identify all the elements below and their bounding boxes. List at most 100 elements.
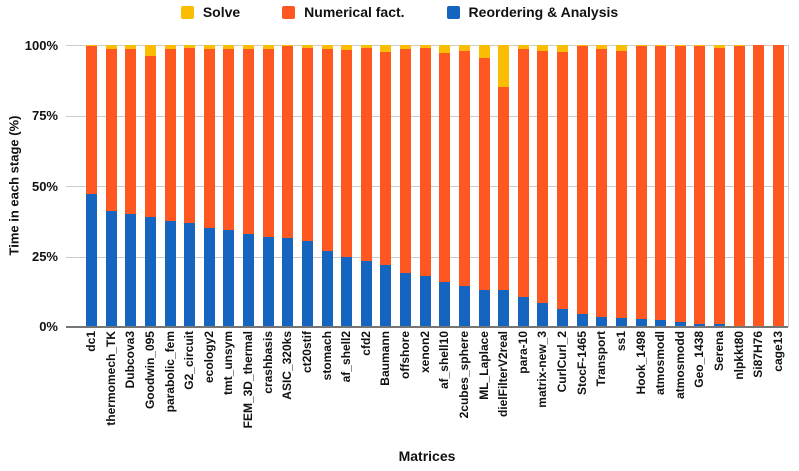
bar-segment-reordering-para-10[interactable] [517, 297, 529, 327]
bar-segment-solve-FEM_3D_thermal[interactable] [243, 45, 254, 49]
bar-segment-numerical-Baumann[interactable] [380, 51, 392, 265]
bar-segment-reordering-crashbasis[interactable] [262, 236, 274, 327]
bar-segment-numerical-cage13[interactable] [772, 45, 784, 327]
bar-segment-solve-Geo_1438[interactable] [694, 45, 706, 47]
bar-segment-reordering-ct20stif[interactable] [301, 241, 313, 327]
bar-segment-solve-para-10[interactable] [517, 45, 529, 50]
bar-segment-solve-Dubcova3[interactable] [125, 45, 137, 50]
bar-segment-reordering-StocF-1465[interactable] [576, 314, 588, 327]
bar-segment-numerical-af_shell10[interactable] [439, 53, 451, 282]
bar-segment-reordering-CurlCurl_2[interactable] [557, 308, 568, 327]
bar-segment-solve-cfd2[interactable] [360, 45, 372, 49]
bar-segment-solve-Goodwin_095[interactable] [144, 45, 156, 57]
bar-segment-numerical-Transport[interactable] [596, 48, 608, 317]
bar-segment-solve-af_shell10[interactable] [439, 45, 451, 54]
bar-segment-numerical-StocF-1465[interactable] [576, 46, 588, 315]
bar-segment-numerical-dielFilterV2real[interactable] [498, 87, 510, 291]
bar-segment-reordering-ASIC_320ks[interactable] [282, 238, 294, 327]
bar-segment-reordering-af_shell2[interactable] [341, 256, 353, 327]
bar-segment-reordering-stomach[interactable] [321, 250, 333, 327]
bar-segment-numerical-atmosmodl[interactable] [655, 46, 667, 321]
bar-segment-solve-ML_Laplace[interactable] [478, 45, 490, 58]
bar-segment-solve-Baumann[interactable] [380, 45, 392, 52]
bar-segment-reordering-cfd2[interactable] [360, 260, 372, 327]
bar-segment-numerical-af_shell2[interactable] [341, 50, 353, 257]
bar-segment-reordering-Hook_1498[interactable] [635, 319, 647, 327]
bar-segment-reordering-ss1[interactable] [615, 318, 627, 327]
bar-segment-numerical-ss1[interactable] [615, 50, 627, 319]
bar-segment-reordering-Dubcova3[interactable] [125, 214, 137, 327]
bar-segment-reordering-Transport[interactable] [596, 316, 608, 327]
bar-segment-solve-dc1[interactable] [86, 45, 97, 46]
bar-segment-solve-ct20stif[interactable] [301, 45, 313, 49]
bar-segment-reordering-G2_circuit[interactable] [184, 222, 196, 327]
bar-segment-numerical-offshore[interactable] [400, 48, 411, 274]
bar-segment-numerical-FEM_3D_thermal[interactable] [243, 48, 254, 234]
bar-segment-reordering-af_shell10[interactable] [439, 281, 451, 327]
bar-segment-solve-dielFilterV2real[interactable] [498, 45, 510, 88]
bar-segment-reordering-2cubes_sphere[interactable] [458, 286, 470, 327]
bar-segment-solve-parabolic_fem[interactable] [164, 45, 176, 50]
bar-segment-numerical-ecology2[interactable] [203, 49, 215, 229]
bar-segment-numerical-CurlCurl_2[interactable] [557, 51, 568, 309]
bar-segment-numerical-nlpkkt80[interactable] [733, 45, 745, 326]
bar-segment-reordering-atmosmodl[interactable] [655, 320, 667, 327]
bar-segment-reordering-Serena[interactable] [714, 324, 725, 327]
bar-segment-numerical-tmt_unsym[interactable] [223, 49, 235, 230]
bar-segment-reordering-matrix-new_3[interactable] [537, 303, 549, 327]
bar-segment-solve-atmosmodd[interactable] [674, 45, 686, 46]
bar-segment-reordering-atmosmodd[interactable] [674, 322, 686, 327]
bar-segment-reordering-thermomech_TK[interactable] [105, 211, 117, 327]
bar-segment-numerical-para-10[interactable] [517, 49, 529, 298]
bar-segment-numerical-Hook_1498[interactable] [635, 45, 647, 320]
bar-segment-solve-ecology2[interactable] [203, 45, 215, 50]
bar-segment-solve-G2_circuit[interactable] [184, 45, 196, 49]
bar-segment-solve-af_shell2[interactable] [341, 45, 353, 51]
bar-segment-solve-ASIC_320ks[interactable] [282, 45, 294, 46]
bar-segment-solve-offshore[interactable] [400, 45, 411, 49]
bar-segment-solve-2cubes_sphere[interactable] [458, 45, 470, 51]
bar-segment-reordering-parabolic_fem[interactable] [164, 221, 176, 327]
bar-segment-numerical-Serena[interactable] [714, 48, 725, 325]
bar-segment-numerical-ct20stif[interactable] [301, 48, 313, 241]
bar-segment-numerical-Dubcova3[interactable] [125, 49, 137, 215]
bar-segment-numerical-ML_Laplace[interactable] [478, 57, 490, 291]
bar-segment-reordering-Geo_1438[interactable] [694, 323, 706, 327]
bar-segment-solve-xenon2[interactable] [419, 45, 431, 49]
bar-segment-solve-ss1[interactable] [615, 45, 627, 51]
bar-segment-numerical-dc1[interactable] [86, 45, 97, 195]
bar-segment-reordering-FEM_3D_thermal[interactable] [243, 233, 254, 327]
bar-segment-solve-Serena[interactable] [714, 45, 725, 49]
bar-segment-reordering-ML_Laplace[interactable] [478, 290, 490, 327]
bar-segment-numerical-crashbasis[interactable] [262, 49, 274, 237]
bar-segment-numerical-2cubes_sphere[interactable] [458, 50, 470, 287]
bar-segment-solve-atmosmodl[interactable] [655, 45, 667, 47]
bar-segment-numerical-thermomech_TK[interactable] [105, 49, 117, 212]
bar-segment-reordering-dc1[interactable] [86, 194, 97, 327]
bar-segment-solve-thermomech_TK[interactable] [105, 45, 117, 50]
bar-segment-numerical-Geo_1438[interactable] [694, 46, 706, 324]
bar-segment-numerical-G2_circuit[interactable] [184, 48, 196, 223]
bar-segment-reordering-offshore[interactable] [400, 273, 411, 327]
bar-segment-solve-StocF-1465[interactable] [576, 45, 588, 47]
bar-segment-numerical-parabolic_fem[interactable] [164, 49, 176, 222]
bar-segment-reordering-Baumann[interactable] [380, 264, 392, 327]
bar-segment-numerical-stomach[interactable] [321, 48, 333, 251]
bar-segment-reordering-xenon2[interactable] [419, 276, 431, 327]
bar-segment-solve-matrix-new_3[interactable] [537, 45, 549, 51]
bar-segment-numerical-matrix-new_3[interactable] [537, 50, 549, 304]
bar-segment-reordering-ecology2[interactable] [203, 228, 215, 327]
bar-segment-numerical-xenon2[interactable] [419, 48, 431, 277]
bar-segment-solve-nlpkkt80[interactable] [733, 45, 745, 46]
bar-segment-numerical-Goodwin_095[interactable] [144, 56, 156, 218]
bar-segment-solve-tmt_unsym[interactable] [223, 45, 235, 50]
bar-segment-numerical-ASIC_320ks[interactable] [282, 45, 294, 239]
bar-segment-solve-Transport[interactable] [596, 45, 608, 49]
bar-segment-solve-crashbasis[interactable] [262, 45, 274, 50]
bar-segment-reordering-Goodwin_095[interactable] [144, 217, 156, 327]
bar-segment-solve-stomach[interactable] [321, 45, 333, 49]
bar-segment-reordering-dielFilterV2real[interactable] [498, 290, 510, 327]
bar-segment-numerical-cfd2[interactable] [360, 48, 372, 261]
bar-segment-numerical-atmosmodd[interactable] [674, 45, 686, 323]
bar-segment-solve-CurlCurl_2[interactable] [557, 45, 568, 52]
